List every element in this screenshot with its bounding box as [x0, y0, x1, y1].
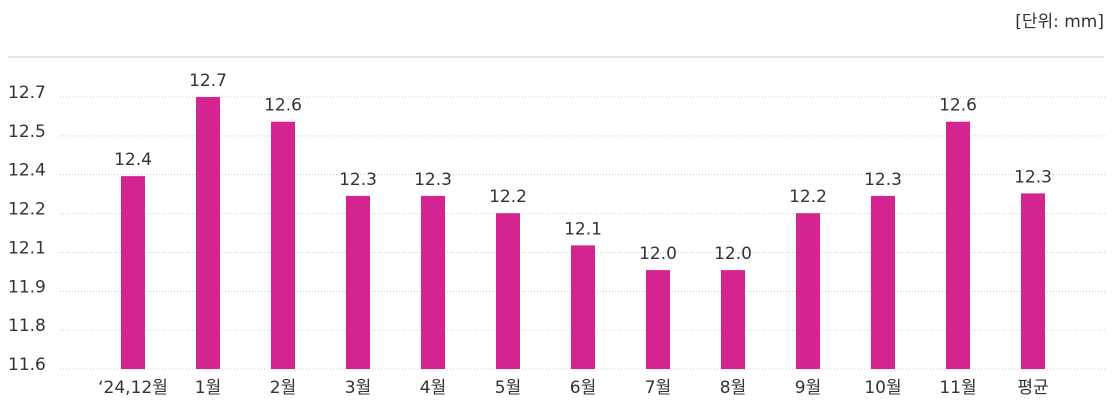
y-tick-label: 11.9 [8, 277, 46, 297]
x-tick-label: 1월 [195, 378, 221, 398]
bar [571, 245, 595, 369]
x-tick-label: 7월 [645, 378, 671, 398]
bar [1021, 193, 1045, 369]
bar [946, 121, 970, 370]
y-tick-label: 11.6 [8, 355, 46, 375]
bar [796, 213, 820, 369]
x-tick-label: 10월 [864, 378, 901, 398]
y-tick-label: 12.4 [8, 161, 46, 181]
x-tick-label: 6월 [570, 378, 596, 398]
x-tick-label: 평균 [1017, 378, 1048, 398]
x-tick-label: 3월 [345, 378, 371, 398]
data-label: 12.3 [864, 170, 902, 190]
x-tick-label: 4월 [420, 378, 446, 398]
data-label: 12.6 [264, 96, 302, 116]
unit-note: [단위: mm] [1015, 12, 1104, 32]
data-label: 12.7 [189, 71, 227, 91]
x-tick-label: 8월 [720, 378, 746, 398]
x-tick-label: ‘24,12월 [98, 378, 168, 398]
y-tick-label: 12.7 [8, 83, 46, 103]
data-label: 12.4 [114, 150, 152, 170]
bar [196, 97, 220, 369]
data-label: 12.0 [639, 244, 677, 264]
data-label: 12.3 [339, 170, 377, 190]
bar [346, 195, 370, 369]
bar [646, 270, 670, 369]
bar [121, 176, 145, 369]
data-label: 12.2 [789, 187, 827, 207]
bar [871, 195, 895, 369]
data-label: 12.2 [489, 187, 527, 207]
y-tick-label: 12.2 [8, 199, 46, 219]
y-tick-label: 11.8 [8, 316, 46, 336]
x-tick-label: 2월 [270, 378, 296, 398]
y-tick-label: 12.5 [8, 122, 46, 142]
bar [721, 270, 745, 369]
y-tick-label: 12.1 [8, 239, 46, 259]
data-label: 12.3 [1014, 167, 1052, 187]
data-label: 12.1 [564, 219, 602, 239]
x-tick-label: 11월 [939, 378, 976, 398]
x-tick-label: 9월 [795, 378, 821, 398]
data-label: 12.0 [714, 244, 752, 264]
bar [421, 195, 445, 369]
x-tick-label: 5월 [495, 378, 521, 398]
bar [496, 213, 520, 369]
data-label: 12.3 [414, 170, 452, 190]
data-label: 12.6 [939, 96, 977, 116]
bar [271, 121, 295, 370]
